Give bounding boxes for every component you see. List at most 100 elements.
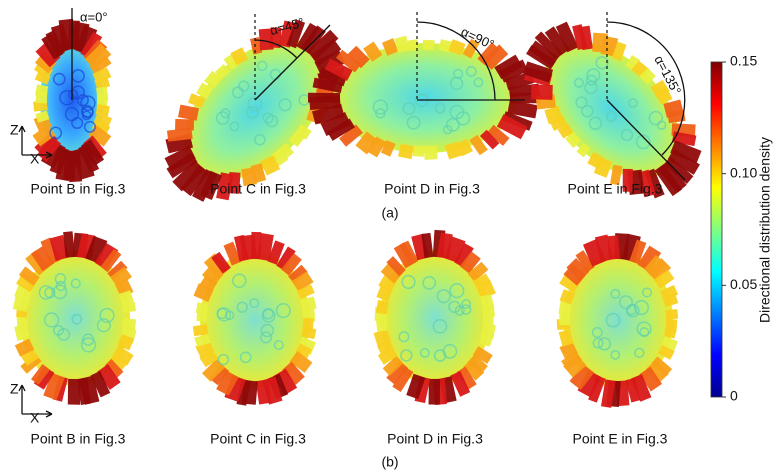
rose-petal <box>16 314 28 330</box>
rose-petal <box>454 243 474 268</box>
rose-petal <box>172 159 205 192</box>
rose-cell <box>573 77 584 88</box>
rose-petal <box>381 38 399 56</box>
rose-petal <box>467 261 489 282</box>
rose-petal <box>561 350 582 370</box>
rose-petal <box>104 359 124 378</box>
rose-petal <box>288 129 306 148</box>
rose-cell <box>67 89 79 100</box>
rose-petal <box>576 142 591 158</box>
rose-petal <box>30 363 50 385</box>
rose-petal <box>587 151 605 170</box>
rose-petal <box>97 364 121 390</box>
rose-petal <box>421 232 434 259</box>
rose-petal <box>654 164 682 197</box>
rose-cell <box>375 108 386 119</box>
rose-petal <box>90 371 111 398</box>
rose-petal <box>249 37 263 55</box>
rose-petal <box>223 54 239 71</box>
rose-petal <box>657 344 675 360</box>
rose-diagram <box>32 18 113 183</box>
rose-petal <box>611 41 627 62</box>
angle-label: α=90° <box>459 24 497 52</box>
rose-cell <box>591 327 603 338</box>
rose-petal <box>375 300 389 315</box>
rose-cell <box>442 124 453 135</box>
rose-petal <box>380 261 404 284</box>
rose-cell <box>634 347 645 359</box>
rose-petal <box>296 284 315 300</box>
rose-petal <box>386 256 406 277</box>
rose-cell <box>249 298 260 309</box>
rose-petal <box>487 124 510 146</box>
rose-petal <box>199 274 218 293</box>
axis-z: Z <box>10 381 19 397</box>
rose-petal <box>16 271 38 293</box>
rose-cell <box>595 56 609 70</box>
rose-petal <box>32 124 56 147</box>
rose-petal <box>240 234 258 261</box>
rose-petal <box>373 329 392 348</box>
rose-cell <box>648 110 664 126</box>
rose-cell <box>398 331 410 343</box>
rose-petal <box>194 333 211 347</box>
rose-petal <box>534 31 563 60</box>
rose-cell <box>641 287 653 298</box>
rose-cell <box>422 276 437 290</box>
rose-petal <box>444 236 466 263</box>
rose-petal <box>300 25 326 54</box>
rose-petal <box>300 296 317 312</box>
rose-cell <box>275 302 291 319</box>
rose-diagram <box>373 229 496 406</box>
rose-petal <box>498 59 529 83</box>
rose-cell <box>610 288 621 299</box>
rose-petal <box>63 231 76 258</box>
rose-petal <box>276 246 296 271</box>
rose-body <box>20 250 130 386</box>
rose-body <box>563 252 673 388</box>
rose-petal <box>277 142 295 160</box>
rose-petal <box>282 361 305 385</box>
rose-cell <box>54 273 67 285</box>
rose-petal <box>565 131 582 149</box>
rose-petal <box>74 25 98 56</box>
rose-cell <box>401 274 416 290</box>
rose-petal <box>670 140 702 164</box>
rose-cell <box>597 337 612 351</box>
rose-cell <box>220 108 231 119</box>
rose-petal <box>549 115 568 131</box>
rose-petal <box>472 346 493 364</box>
rose-petal <box>67 378 81 405</box>
rose-petal <box>260 155 281 176</box>
rose-petal <box>175 118 195 131</box>
rose-petal <box>588 375 606 403</box>
rose-cell <box>406 115 421 130</box>
rose-petal <box>355 131 379 155</box>
rose-cell <box>96 318 111 333</box>
rose-petal <box>625 54 641 71</box>
colorbar-tick-label: 0.15 <box>730 53 757 69</box>
rose-petal <box>288 264 308 284</box>
colorbar-tick-label: 0.05 <box>730 276 757 292</box>
rose-petal <box>377 346 398 365</box>
rose-cell <box>215 111 230 125</box>
rose-cell <box>81 110 92 121</box>
rose-petal <box>180 164 210 197</box>
panel-label: Point B in Fig.3 <box>31 181 126 197</box>
rose-petal <box>610 164 623 186</box>
rose-petal <box>196 82 213 100</box>
rose-petal <box>202 358 226 382</box>
rose-petal <box>394 35 410 54</box>
rose-cell <box>49 126 63 140</box>
rose-cell <box>605 312 621 328</box>
rose-cell <box>586 68 601 83</box>
rose-cell <box>260 323 275 338</box>
rose-cell <box>298 94 310 106</box>
rose-petal <box>653 269 675 289</box>
rose-petal <box>14 338 35 357</box>
rose-petal <box>211 251 231 274</box>
rose-cell <box>402 101 416 115</box>
rose-petal <box>558 329 574 347</box>
rose-petal <box>667 109 686 124</box>
rose-cell <box>442 344 458 359</box>
